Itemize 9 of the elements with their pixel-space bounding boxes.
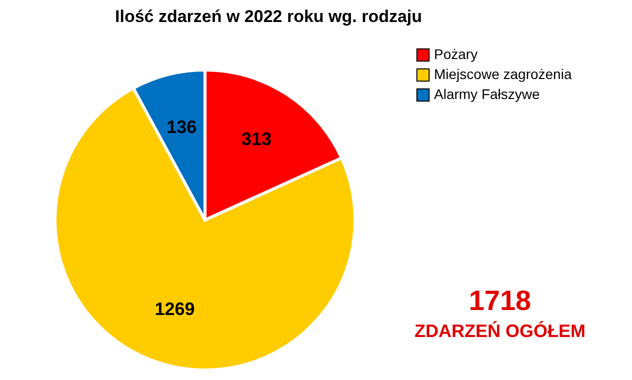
legend-label: Alarmy Fałszywe — [434, 86, 540, 102]
text: ZDARZEŃ OGÓŁEM — [414, 321, 586, 342]
chart-title: Ilość zdarzeń w 2022 roku wg. rodzaju — [115, 7, 422, 26]
legend-label: Pożary — [434, 46, 478, 62]
data-label: 1269 — [154, 299, 195, 320]
data-label: 313 — [241, 129, 272, 150]
data-label: 136 — [166, 116, 197, 137]
legend-label: Miejscowe zagrożenia — [434, 66, 572, 82]
text: 1718 — [468, 285, 532, 317]
